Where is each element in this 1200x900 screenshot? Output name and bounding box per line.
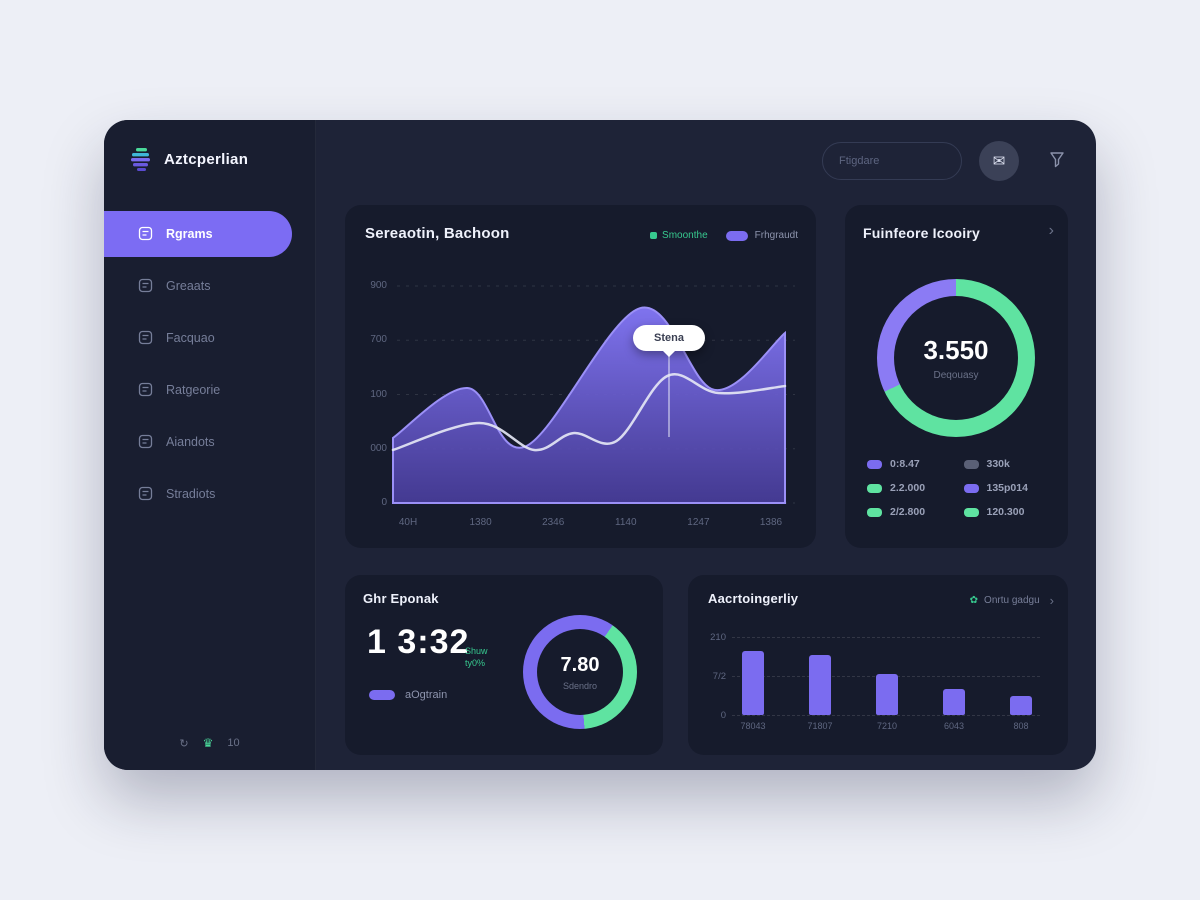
crown-icon[interactable]: ♛ bbox=[202, 736, 214, 750]
menu-item-icon bbox=[138, 330, 154, 346]
menu-item-icon bbox=[138, 278, 154, 294]
app-name: Aztcperlian bbox=[164, 150, 249, 168]
bar-chart: 210 7/2 0 78043 71807 7210 6043 808 bbox=[710, 632, 1040, 731]
x-tick-label: 1380 bbox=[469, 517, 492, 528]
activity-card-title: Aacrtoingerliy bbox=[708, 591, 799, 606]
logo-icon bbox=[131, 148, 150, 171]
legend-item: 0:8.47 bbox=[867, 458, 958, 470]
chevron-right-icon: › bbox=[1049, 593, 1054, 608]
legend-swatch-icon bbox=[867, 483, 882, 493]
legend-item: 120.300 bbox=[963, 506, 1055, 518]
x-axis-labels: 40H 1380 2346 1140 1247 1386 bbox=[359, 517, 799, 531]
y-tick-label: 210 bbox=[710, 632, 726, 643]
legend-swatch-icon bbox=[867, 507, 882, 517]
purple-swatch-icon bbox=[369, 690, 395, 700]
activity-legend[interactable]: ✿ Onrtu gadgu › bbox=[969, 593, 1054, 608]
y-tick-label: 700 bbox=[370, 334, 387, 346]
x-tick-label: 1386 bbox=[759, 517, 783, 528]
tooltip-pointer-line bbox=[668, 351, 670, 437]
legend-item: 135p014 bbox=[963, 482, 1055, 494]
time-card: Ghr Eponak 1 3:32 Shuw ty0% aOgtrain 7.8… bbox=[345, 575, 663, 755]
menu-item-icon bbox=[138, 226, 154, 242]
legend-item: 330k bbox=[963, 458, 1055, 470]
trend-card: Sereaotin, Bachoon Smoonthe Frhgraudt bbox=[345, 205, 816, 548]
x-tick-label: 78043 bbox=[740, 721, 766, 731]
legend-swatch-icon bbox=[963, 459, 979, 469]
x-tick-label: 6043 bbox=[943, 721, 965, 731]
chart-tooltip: Stena bbox=[633, 325, 705, 351]
trend-card-title: Sereaotin, Bachoon bbox=[365, 225, 510, 242]
app-window: Aztcperlian Rgrams Greaats Facquao Ratgeori… bbox=[104, 120, 1096, 770]
search-input[interactable] bbox=[822, 142, 962, 180]
donut-hole bbox=[537, 629, 623, 715]
inventory-donut-chart: 3.550 Deqouasy bbox=[877, 279, 1035, 437]
donut-value: 3.550 bbox=[923, 335, 989, 365]
mail-icon: ✉ bbox=[992, 153, 1006, 170]
legend-item-frhgraudt[interactable]: Frhgraudt bbox=[725, 230, 798, 241]
x-tick-label: 71807 bbox=[807, 721, 833, 731]
x-tick-label: 2346 bbox=[542, 517, 565, 528]
sidebar-item-ratgeorie[interactable]: Ratgeorie bbox=[104, 367, 315, 413]
sidebar-item-aiandots[interactable]: Aiandots bbox=[104, 419, 315, 465]
refresh-icon[interactable]: ↻ bbox=[179, 737, 189, 750]
purple-swatch-icon bbox=[725, 230, 748, 241]
y-tick-label: 7/2 bbox=[712, 671, 726, 682]
x-tick-label: 40H bbox=[398, 517, 418, 528]
donut-hole bbox=[894, 296, 1018, 420]
legend-swatch-icon bbox=[963, 507, 979, 517]
time-delta: Shuw ty0% bbox=[465, 646, 488, 668]
inventory-card: Fuinfeore Icooiry › 3.550 Deqouasy 0:8.4… bbox=[845, 205, 1068, 548]
y-tick-label: 100 bbox=[370, 388, 387, 400]
sidebar-nav: Rgrams Greaats Facquao Ratgeorie Aiandots Str… bbox=[104, 211, 315, 523]
legend-item: 2/2.800 bbox=[867, 506, 958, 518]
logo: Aztcperlian bbox=[128, 146, 248, 172]
bar-7210 bbox=[876, 674, 898, 715]
legend-item-smoonthe[interactable]: Smoonthe bbox=[650, 230, 708, 241]
area-chart: 900 700 100 000 0 bbox=[359, 263, 799, 513]
green-swatch-icon bbox=[650, 232, 658, 239]
bar-808 bbox=[1010, 696, 1032, 715]
y-tick-label: 900 bbox=[370, 280, 387, 291]
activity-card: Aacrtoingerliy ✿ Onrtu gadgu › 210 7/2 0 78… bbox=[688, 575, 1068, 755]
bar-78043 bbox=[742, 651, 764, 715]
bar-71807 bbox=[809, 654, 831, 715]
chevron-right-icon[interactable]: › bbox=[1048, 222, 1054, 239]
legend-swatch-icon bbox=[963, 483, 979, 493]
donut-value: 7.80 bbox=[560, 653, 600, 676]
bar-6043 bbox=[943, 689, 965, 715]
y-tick-label: 0 bbox=[381, 497, 387, 508]
donut-value-label: Sdendro bbox=[562, 680, 598, 691]
time-value: 1 3:32 bbox=[367, 623, 470, 661]
menu-item-icon bbox=[138, 486, 154, 502]
filter-icon[interactable] bbox=[1047, 150, 1067, 170]
time-card-title: Ghr Eponak bbox=[363, 591, 439, 606]
leaf-icon: ✿ bbox=[969, 595, 979, 606]
x-tick-label: 808 bbox=[1013, 721, 1029, 731]
main-area: ✉ Sereaotin, Bachoon Smoonthe Frhgraudt bbox=[316, 120, 1096, 770]
inventory-card-title: Fuinfeore Icooiry bbox=[863, 225, 980, 241]
sidebar-item-greaats[interactable]: Greaats bbox=[104, 263, 315, 309]
inventory-legend: 0:8.47 330k 2.2.000 135p014 2/2.800 120.300 bbox=[867, 458, 1054, 518]
legend-swatch-icon bbox=[867, 459, 882, 469]
legend-item: 2.2.000 bbox=[867, 482, 958, 494]
x-tick-label: 7210 bbox=[876, 721, 898, 731]
mail-button[interactable]: ✉ bbox=[979, 141, 1019, 181]
menu-item-icon bbox=[138, 382, 154, 398]
y-tick-label: 000 bbox=[370, 442, 387, 454]
x-tick-label: 1140 bbox=[615, 517, 637, 528]
menu-item-icon bbox=[138, 434, 154, 450]
sidebar-footer: ↻ ♛ 10 bbox=[104, 736, 315, 750]
sidebar: Aztcperlian Rgrams Greaats Facquao Ratgeori… bbox=[104, 120, 316, 770]
sidebar-item-stradiots[interactable]: Stradiots bbox=[104, 471, 315, 517]
footer-count: 10 bbox=[227, 737, 240, 749]
sidebar-item-facquao[interactable]: Facquao bbox=[104, 315, 315, 361]
x-tick-label: 1247 bbox=[687, 517, 710, 528]
sidebar-item-rgrams[interactable]: Rgrams bbox=[104, 211, 292, 257]
trend-legend: Smoonthe Frhgraudt bbox=[650, 230, 798, 241]
y-tick-label: 0 bbox=[720, 710, 726, 721]
donut-value-label: Deqouasy bbox=[933, 370, 979, 381]
time-series-legend: aOgtrain bbox=[369, 689, 447, 701]
time-donut-chart: 7.80 Sdendro bbox=[523, 615, 637, 729]
